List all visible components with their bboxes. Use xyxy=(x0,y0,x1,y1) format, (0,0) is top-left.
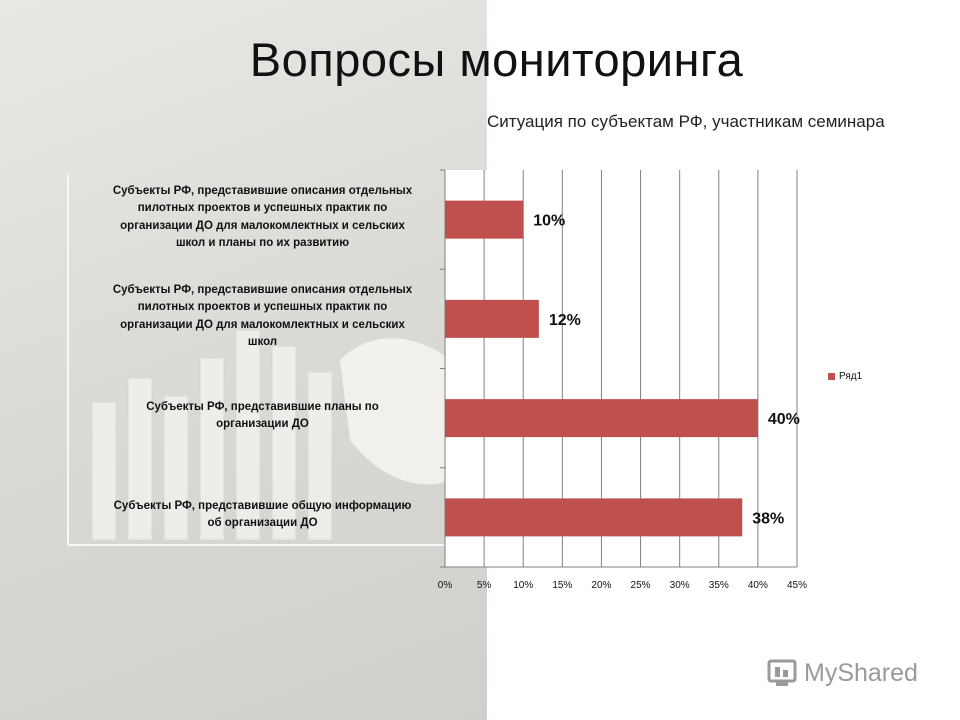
data-label: 38% xyxy=(752,510,784,527)
x-tick-label: 35% xyxy=(709,580,729,591)
watermark-text: MyShared xyxy=(804,658,918,687)
x-tick-label: 5% xyxy=(477,580,492,591)
data-label: 12% xyxy=(549,312,581,329)
x-tick-label: 0% xyxy=(438,580,453,591)
legend-swatch xyxy=(828,372,835,380)
category-label-line: организации ДО xyxy=(216,418,309,431)
category-label-line: организации ДО для малокомлектных и сель… xyxy=(120,219,405,232)
x-tick-label: 45% xyxy=(787,580,807,591)
category-label-line: Субъекты РФ, представившие описания отде… xyxy=(112,184,413,197)
category-label-line: школ и планы по их развитию xyxy=(175,237,350,250)
category-label-line: пилотных проектов и успешных практик по xyxy=(137,202,388,215)
data-label: 40% xyxy=(768,411,800,428)
bar xyxy=(445,200,524,239)
watermark: MyShared xyxy=(766,653,918,693)
category-label: Субъекты РФ, представившие планы по орган… xyxy=(90,399,435,434)
category-label: Субъекты РФ, представившие описания отде… xyxy=(90,282,435,352)
bar xyxy=(445,399,758,438)
legend-label: Ряд1 xyxy=(839,371,863,382)
category-label-line: Субъекты РФ, представившие описания отде… xyxy=(112,283,413,296)
data-label: 10% xyxy=(533,213,565,230)
slide-title: Вопросы мониторинга xyxy=(249,33,744,86)
category-label: Субъекты РФ, представившие описания отде… xyxy=(90,183,435,253)
category-label-line: Субъекты РФ, представившие общую информа… xyxy=(113,499,412,512)
x-tick-label: 10% xyxy=(513,580,533,591)
category-label: Субъекты РФ, представившие общую информа… xyxy=(90,498,435,533)
x-tick-label: 25% xyxy=(631,580,651,591)
bar xyxy=(445,299,539,338)
category-label-line: школ xyxy=(247,336,278,349)
chart-legend: Ряд1 xyxy=(828,371,862,382)
bar xyxy=(445,498,743,537)
background-bar-chart-illustration xyxy=(91,329,470,541)
category-label-line: Субъекты РФ, представившие планы по xyxy=(146,400,379,413)
category-label-line: об организации ДО xyxy=(207,517,318,530)
x-tick-label: 20% xyxy=(591,580,611,591)
x-tick-label: 30% xyxy=(670,580,690,591)
x-tick-label: 40% xyxy=(748,580,768,591)
mortarboard-icon xyxy=(767,659,797,686)
category-label-line: организации ДО для малокомлектных и сель… xyxy=(120,318,405,331)
chart-subtitle: Ситуация по субъектам РФ, участникам сем… xyxy=(487,112,885,131)
category-label-line: пилотных проектов и успешных практик по xyxy=(137,301,388,314)
x-tick-label: 15% xyxy=(552,580,572,591)
